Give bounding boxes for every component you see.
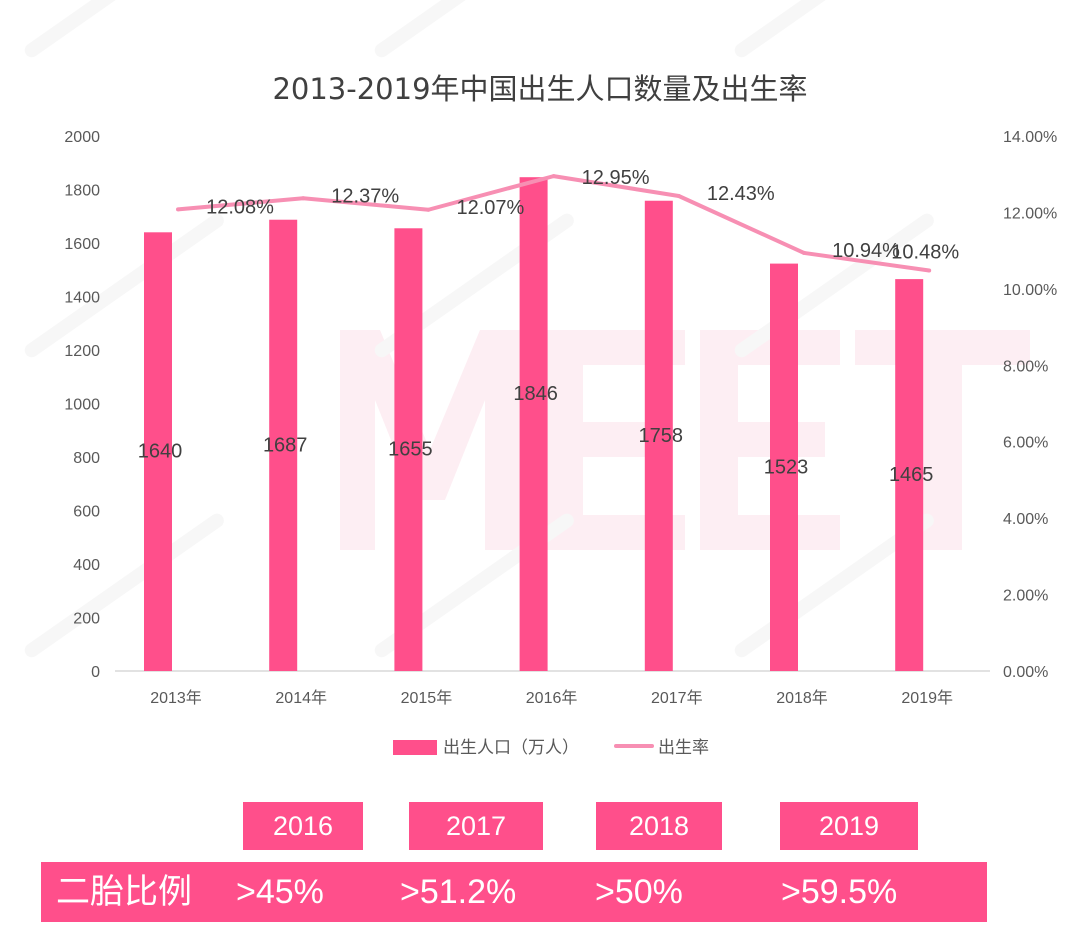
- legend-swatch-bar: [393, 740, 437, 755]
- right-tick: 6.00%: [1003, 435, 1048, 452]
- x-tick: 2018年: [776, 689, 828, 707]
- combo-chart: 0 200 400 600 800 1000 1200 1400 1600 1800 2000 0.0…: [24, 0, 1058, 707]
- ratio-2018: >50%: [595, 873, 683, 911]
- left-tick: 2000: [64, 129, 100, 146]
- rate-label: 12.37%: [331, 185, 399, 207]
- second-child-band: [41, 862, 987, 922]
- watermark-mark: [24, 513, 224, 658]
- bar-label: 1465: [889, 464, 934, 486]
- rate-label: 12.95%: [582, 167, 650, 189]
- x-tick: 2014年: [275, 689, 327, 707]
- bar-2016年: [519, 177, 548, 671]
- bar-label: 1846: [513, 383, 558, 405]
- rate-label: 12.08%: [206, 196, 274, 218]
- bar-2014年: [269, 219, 298, 672]
- left-tick: 200: [73, 611, 100, 628]
- bar-label: 1687: [263, 434, 308, 456]
- left-tick: 1600: [64, 236, 100, 253]
- bar-2015年: [394, 228, 423, 671]
- year-box-2017: 2017: [409, 802, 543, 850]
- left-tick: 0: [91, 664, 100, 681]
- year-box-2019: 2019: [780, 802, 918, 850]
- bar-2013年: [144, 232, 172, 672]
- rate-label: 10.94%: [832, 240, 900, 262]
- year-box-2018: 2018: [596, 802, 722, 850]
- left-tick: 600: [73, 504, 100, 521]
- left-tick: 800: [73, 450, 100, 467]
- watermark-meet-m: [340, 330, 520, 550]
- x-tick: 2016年: [526, 689, 578, 707]
- bar-2017年: [644, 200, 673, 672]
- x-tick: 2019年: [901, 689, 953, 707]
- rate-point: [927, 268, 932, 273]
- watermark-meet-t: [855, 330, 1030, 550]
- right-tick: 4.00%: [1003, 511, 1048, 528]
- legend-rate: 出生率: [614, 733, 709, 758]
- rate-label: 10.48%: [891, 242, 959, 264]
- bar-label: 1655: [388, 439, 433, 461]
- legend-births: 出生人口（万人）: [393, 733, 579, 758]
- watermark-meet-e: [545, 330, 685, 550]
- watermark-mark: [24, 213, 224, 358]
- x-tick: 2013年: [150, 689, 202, 707]
- bar-label: 1758: [639, 425, 684, 447]
- bar-2018年: [770, 263, 798, 671]
- watermark-mark: [374, 0, 574, 58]
- bar-2019年: [895, 279, 924, 671]
- left-tick: 1400: [64, 290, 100, 307]
- x-tick: 2017年: [651, 689, 703, 707]
- x-tick: 2015年: [401, 689, 453, 707]
- bar-label: 1523: [764, 456, 809, 478]
- right-tick: 10.00%: [1003, 282, 1057, 299]
- right-tick: 2.00%: [1003, 588, 1048, 605]
- rate-point: [802, 250, 806, 255]
- ratio-2016: >45%: [236, 873, 324, 911]
- rate-point: [676, 193, 681, 198]
- chart-title: 2013-2019年中国出生人口数量及出生率: [272, 72, 808, 106]
- right-tick: 0.00%: [1003, 664, 1048, 681]
- rate-label: 12.43%: [707, 183, 775, 205]
- rate-point: [551, 174, 556, 179]
- rate-label: 12.07%: [456, 197, 524, 219]
- right-tick: 12.00%: [1003, 205, 1057, 222]
- rate-point: [426, 207, 431, 212]
- left-tick: 1800: [64, 183, 100, 200]
- ratio-2017: >51.2%: [400, 873, 517, 911]
- left-tick: 1000: [64, 397, 100, 414]
- rate-point: [301, 196, 306, 201]
- rate-point: [176, 207, 180, 212]
- right-tick: 8.00%: [1003, 358, 1048, 375]
- left-tick: 400: [73, 557, 100, 574]
- left-tick: 1200: [64, 343, 100, 360]
- ratio-2019: >59.5%: [781, 873, 898, 911]
- watermark-mark: [734, 0, 934, 58]
- second-child-label: 二胎比例: [56, 873, 192, 911]
- watermark-mark: [24, 0, 224, 58]
- year-box-2016: 2016: [243, 802, 363, 850]
- bar-label: 1640: [138, 441, 183, 463]
- right-tick: 14.00%: [1003, 129, 1057, 146]
- legend-swatch-line: [614, 744, 654, 748]
